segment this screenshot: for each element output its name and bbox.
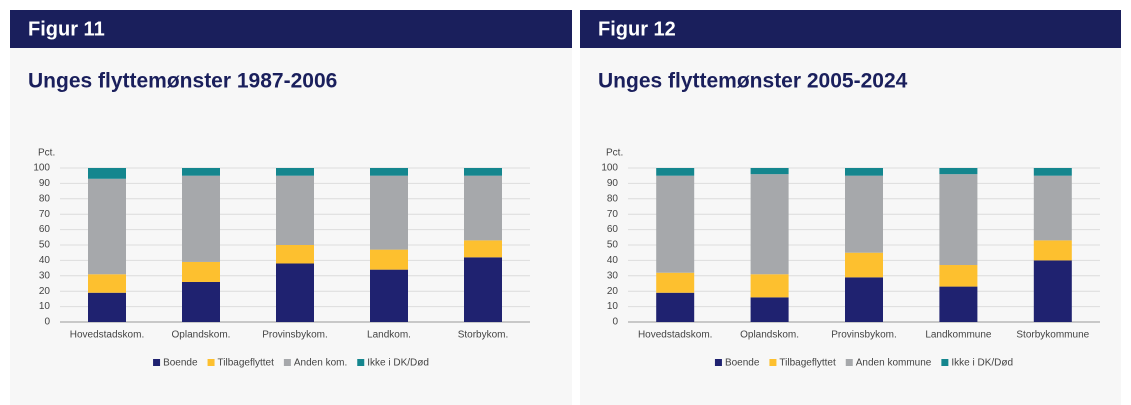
- y-tick-label: 70: [39, 209, 51, 220]
- bar-segment: [656, 292, 695, 322]
- y-tick-label: 0: [612, 317, 618, 328]
- legend-label: Ikke i DK/Død: [951, 358, 1013, 369]
- x-tick-label: Hovedstadskom.: [70, 330, 144, 341]
- legend-label: Ikke i DK/Død: [367, 358, 429, 369]
- chart-title: Unges flyttemønster 2005-2024: [598, 70, 908, 93]
- y-tick-label: 80: [607, 193, 619, 204]
- bar-segment: [464, 175, 502, 241]
- legend-swatch: [153, 359, 161, 366]
- figure-label: Figur 12: [598, 18, 676, 40]
- y-tick-label: 20: [607, 286, 619, 297]
- y-tick-label: 20: [39, 286, 51, 297]
- y-tick-label: 80: [39, 193, 51, 204]
- legend-label: Anden kom.: [294, 358, 347, 369]
- bar-segment: [88, 178, 126, 275]
- legend-label: Boende: [725, 358, 760, 369]
- bar-segment: [750, 297, 789, 322]
- bar-segment: [464, 240, 502, 258]
- legend-swatch: [941, 359, 949, 366]
- bar-segment: [182, 261, 220, 282]
- bar-segment: [88, 292, 126, 322]
- y-tick-label: 30: [607, 270, 619, 281]
- bar-segment: [656, 168, 695, 176]
- x-tick-label: Landkommune: [925, 330, 992, 341]
- bar-segment: [1033, 175, 1072, 241]
- bar-segment: [276, 263, 314, 322]
- bar-segment: [276, 245, 314, 264]
- bar-segment: [464, 257, 502, 322]
- bar-segment: [464, 168, 502, 176]
- x-tick-label: Provinsbykom.: [831, 330, 897, 341]
- bar-segment: [845, 277, 883, 322]
- x-tick-label: Landkom.: [367, 330, 411, 341]
- y-tick-label: 60: [607, 224, 619, 235]
- x-tick-label: Storbykom.: [458, 330, 509, 341]
- legend-swatch: [845, 359, 853, 366]
- bar-segment: [845, 252, 883, 278]
- y-tick-label: 40: [607, 255, 619, 266]
- bar-segment: [276, 168, 314, 176]
- bar-segment: [370, 269, 408, 322]
- y-tick-label: 60: [39, 224, 51, 235]
- bar-segment: [656, 175, 695, 273]
- legend-label: Tilbageflyttet: [218, 358, 275, 369]
- bar-segment: [182, 168, 220, 176]
- bar-segment: [370, 175, 408, 250]
- bar-segment: [750, 274, 789, 298]
- legend-swatch: [207, 359, 215, 366]
- bar-segment: [370, 249, 408, 270]
- bar-segment: [939, 286, 978, 322]
- bar-segment: [182, 281, 220, 322]
- y-tick-label: 40: [39, 255, 51, 266]
- y-tick-label: 10: [607, 301, 619, 312]
- y-axis-label: Pct.: [38, 148, 55, 159]
- legend-label: Tilbageflyttet: [779, 358, 836, 369]
- figure-label: Figur 11: [28, 18, 105, 40]
- y-tick-label: 100: [33, 163, 50, 174]
- bar-segment: [88, 274, 126, 293]
- bar-segment: [845, 168, 883, 176]
- bar-segment: [276, 175, 314, 245]
- x-tick-label: Oplandskom.: [740, 330, 799, 341]
- y-tick-label: 0: [44, 317, 50, 328]
- legend-label: Boende: [163, 358, 198, 369]
- bar-segment: [656, 272, 695, 293]
- x-tick-label: Hovedstadskom.: [638, 330, 712, 341]
- y-axis-label: Pct.: [606, 148, 623, 159]
- bar-segment: [1033, 260, 1072, 322]
- y-tick-label: 50: [39, 240, 51, 251]
- x-tick-label: Storbykommune: [1016, 330, 1089, 341]
- legend-swatch: [283, 359, 291, 366]
- chart-title: Unges flyttemønster 1987-2006: [28, 70, 337, 93]
- y-tick-label: 70: [607, 209, 619, 220]
- bar-segment: [1033, 240, 1072, 261]
- bar-segment: [750, 174, 789, 275]
- legend-swatch: [714, 359, 722, 366]
- x-tick-label: Provinsbykom.: [262, 330, 328, 341]
- bar-segment: [182, 175, 220, 262]
- y-tick-label: 10: [39, 301, 51, 312]
- legend-swatch: [769, 359, 777, 366]
- x-tick-label: Oplandskom.: [172, 330, 231, 341]
- y-tick-label: 30: [39, 270, 51, 281]
- bar-segment: [88, 168, 126, 179]
- panel-header: [580, 10, 1121, 48]
- bar-segment: [370, 168, 408, 176]
- bar-segment: [939, 265, 978, 287]
- y-tick-label: 50: [607, 240, 619, 251]
- legend-label: Anden kommune: [856, 358, 932, 369]
- y-tick-label: 90: [607, 178, 619, 189]
- bar-segment: [939, 168, 978, 175]
- bar-segment: [939, 174, 978, 266]
- bar-segment: [750, 168, 789, 175]
- panel-header: [10, 10, 572, 48]
- y-tick-label: 90: [39, 178, 51, 189]
- bar-segment: [845, 175, 883, 253]
- bar-segment: [1033, 168, 1072, 176]
- legend-swatch: [357, 359, 365, 366]
- y-tick-label: 100: [601, 163, 618, 174]
